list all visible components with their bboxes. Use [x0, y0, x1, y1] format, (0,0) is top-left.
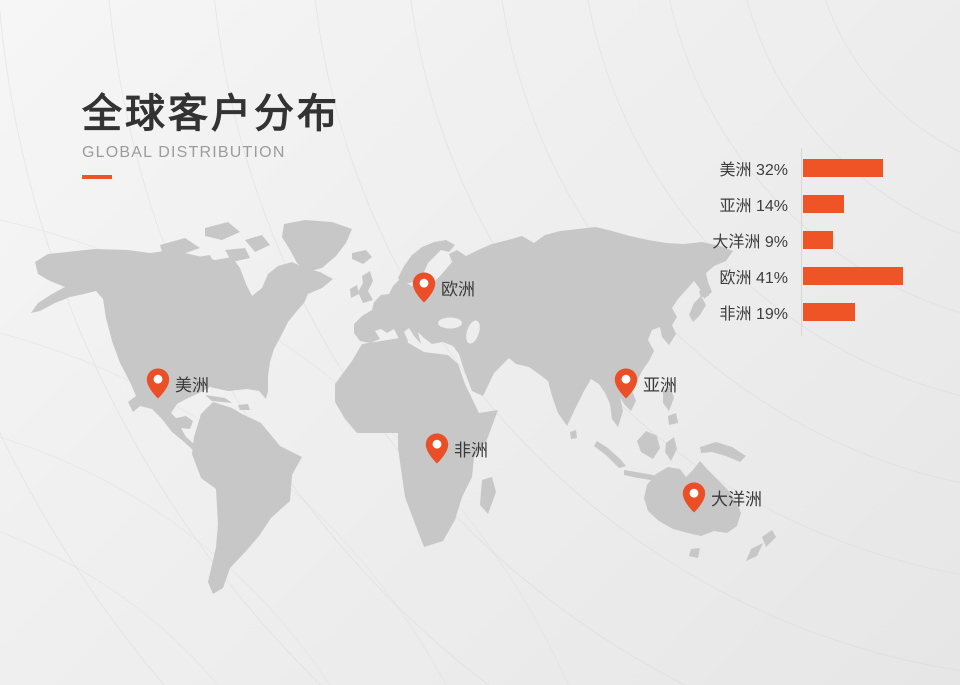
map-pin-欧洲: 欧洲 [412, 272, 475, 303]
page-title: 全球客户分布 [82, 92, 340, 136]
legend-row: 欧洲 41% [678, 258, 918, 294]
legend-bar [803, 195, 844, 213]
map-pin-label: 大洋洲 [711, 490, 762, 509]
legend-label: 美洲 32% [719, 162, 788, 179]
continent-north-america [31, 249, 333, 450]
header: 全球客户分布 GLOBAL DISTRIBUTION [82, 92, 340, 179]
legend-label: 欧洲 41% [719, 270, 788, 287]
map-pin-label: 欧洲 [441, 280, 475, 299]
accent-underline [82, 175, 112, 179]
legend-bar [803, 303, 855, 321]
legend-label: 大洋洲 9% [712, 234, 788, 251]
map-pin-label: 非洲 [454, 441, 488, 460]
distribution-bar-chart: 美洲 32% 亚洲 14% 大洋洲 9% 欧洲 41% 非洲 19% [678, 148, 918, 336]
map-pin-大洋洲: 大洋洲 [682, 482, 762, 513]
island-madagascar [480, 477, 496, 514]
map-pin-非洲: 非洲 [425, 433, 488, 464]
legend-row: 亚洲 14% [678, 186, 918, 222]
continent-eurasia [354, 227, 733, 427]
legend-bar [803, 267, 903, 285]
legend-bar [803, 231, 833, 249]
legend-row: 美洲 32% [678, 150, 918, 186]
map-pin-美洲: 美洲 [146, 368, 209, 399]
legend-label: 非洲 19% [719, 306, 788, 323]
legend-row: 非洲 19% [678, 294, 918, 330]
legend-row: 大洋洲 9% [678, 222, 918, 258]
legend-label: 亚洲 14% [719, 198, 788, 215]
continent-south-america [192, 402, 302, 594]
island-greenland [282, 220, 352, 272]
page-subtitle: GLOBAL DISTRIBUTION [82, 144, 286, 161]
chart-axis-line [801, 148, 802, 336]
map-pin-亚洲: 亚洲 [614, 368, 677, 399]
map-pin-label: 美洲 [175, 376, 209, 395]
continent-africa [335, 338, 498, 547]
legend-bar [803, 159, 883, 177]
map-pin-label: 亚洲 [643, 376, 677, 395]
